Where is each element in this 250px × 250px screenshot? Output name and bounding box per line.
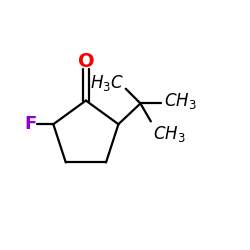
Text: O: O xyxy=(78,52,94,72)
Text: F: F xyxy=(24,115,36,133)
Text: $H_3C$: $H_3C$ xyxy=(90,73,124,93)
Text: $CH_3$: $CH_3$ xyxy=(164,91,196,111)
Text: $CH_3$: $CH_3$ xyxy=(153,124,186,144)
